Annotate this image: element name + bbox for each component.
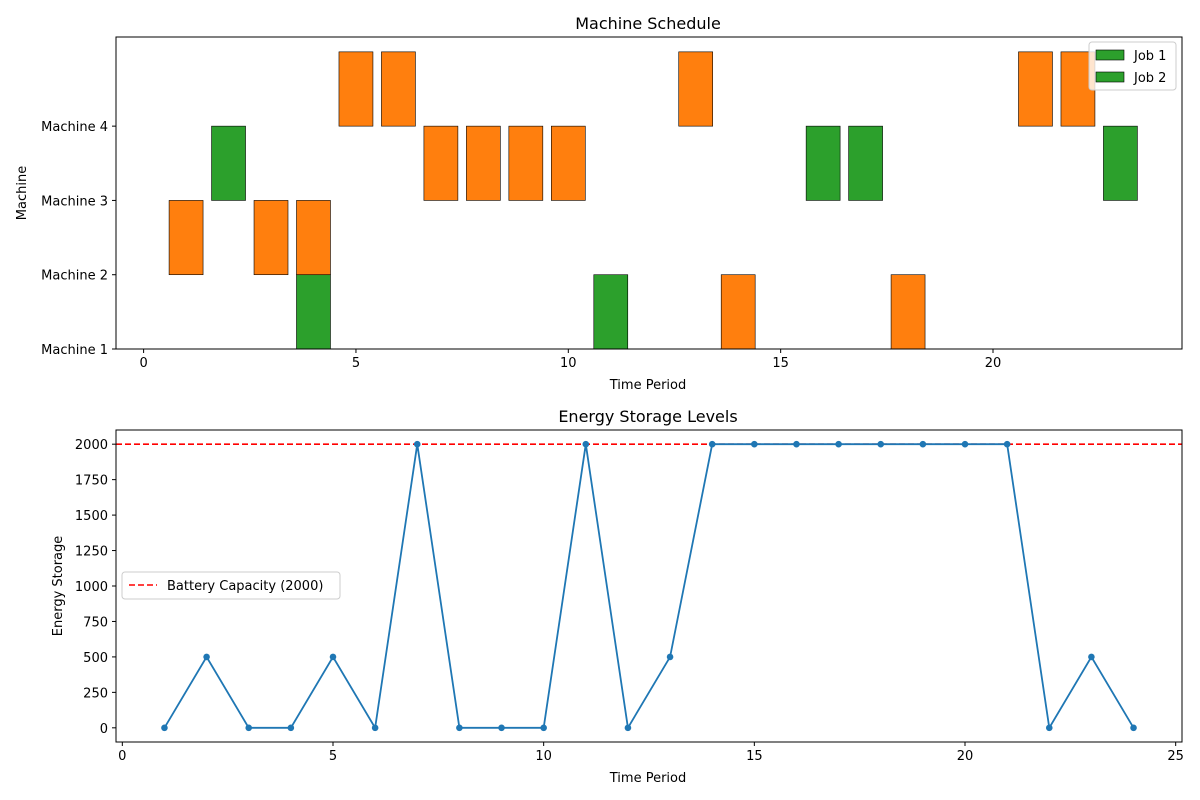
schedule-bar-6 <box>338 51 374 127</box>
schedule-bar-16 <box>848 125 883 201</box>
energy-point-24 <box>1130 724 1137 732</box>
energy-y-tick-label: 250 <box>83 686 108 701</box>
schedule-bar-13 <box>678 51 714 127</box>
schedule-bar-8 <box>423 125 459 201</box>
schedule-legend: Job 1 Job 2 <box>1088 41 1177 91</box>
energy-point-1 <box>161 724 168 732</box>
schedule-y-tick-label: Machine 1 <box>41 343 108 358</box>
legend-label-job-2: Job 2 <box>1133 71 1166 86</box>
energy-point-20 <box>961 440 969 448</box>
energy-point-21 <box>1003 440 1011 448</box>
legend-label-job-1: Job 1 <box>1133 49 1166 64</box>
energy-chart: Energy Storage Levels 0 5 10 15 20 25 0 250 500… <box>51 407 1184 786</box>
energy-point-7 <box>413 440 421 448</box>
schedule-title: Machine Schedule <box>575 14 721 33</box>
energy-x-tick-label: 5 <box>329 749 337 764</box>
schedule-bar-2 <box>211 125 246 201</box>
energy-series-line-1 <box>163 443 1135 731</box>
energy-y-tick-label: 750 <box>83 615 108 630</box>
energy-y-ticks: 0 250 500 750 1000 1250 1500 1750 2000 <box>75 438 116 737</box>
schedule-bar-15 <box>805 125 841 201</box>
energy-point-15 <box>751 440 758 448</box>
schedule-plot-frame <box>115 36 1183 350</box>
schedule-x-tick-label: 15 <box>772 356 789 371</box>
energy-point-8 <box>456 724 463 732</box>
energy-y-tick-label: 0 <box>100 722 108 737</box>
energy-legend-frame <box>121 571 341 600</box>
energy-y-tick-label: 1750 <box>75 474 108 489</box>
schedule-bar-18 <box>1018 51 1053 127</box>
schedule-chart: Machine Schedule 0 5 10 15 20 Machine 1Machi… <box>15 14 1183 393</box>
schedule-bar-20 <box>1103 125 1138 201</box>
schedule-bar-14 <box>720 274 756 350</box>
schedule-bar-3 <box>253 200 289 276</box>
energy-x-axis-label: Time Period <box>609 771 686 786</box>
energy-title: Energy Storage Levels <box>558 407 737 426</box>
energy-point-2 <box>203 653 210 661</box>
energy-point-10 <box>540 724 547 732</box>
schedule-x-tick-label: 10 <box>560 356 577 371</box>
energy-x-ticks: 0 5 10 15 20 25 <box>118 742 1184 764</box>
energy-point-5 <box>329 653 337 661</box>
schedule-x-tick-label: 0 <box>139 356 147 371</box>
schedule-bars <box>168 51 1138 350</box>
energy-point-14 <box>708 440 716 448</box>
energy-x-tick-label: 0 <box>118 749 126 764</box>
energy-point-12 <box>624 724 632 732</box>
schedule-x-ticks: 0 5 10 15 20 <box>139 349 1001 371</box>
energy-point-4 <box>287 724 295 732</box>
energy-x-tick-label: 10 <box>535 749 552 764</box>
energy-point-13 <box>666 653 674 661</box>
energy-line-layer <box>116 440 1182 732</box>
schedule-bar-9 <box>466 125 501 201</box>
schedule-bar-5 <box>296 200 331 276</box>
schedule-bar-17 <box>890 274 926 350</box>
energy-y-tick-label: 500 <box>83 651 108 666</box>
schedule-x-axis-label: Time Period <box>609 378 686 393</box>
energy-point-17 <box>835 440 842 448</box>
energy-y-axis-label: Energy Storage <box>51 536 66 637</box>
schedule-y-axis-label: Machine <box>15 166 30 220</box>
energy-x-tick-label: 20 <box>957 749 974 764</box>
energy-y-tick-label: 2000 <box>75 438 108 453</box>
energy-point-22 <box>1045 724 1053 732</box>
energy-point-9 <box>498 724 505 732</box>
energy-point-19 <box>919 440 927 448</box>
schedule-x-tick-label: 5 <box>352 356 360 371</box>
energy-point-18 <box>877 440 885 448</box>
energy-y-tick-label: 1500 <box>75 509 108 524</box>
schedule-y-tick-label: Machine 2 <box>41 269 108 284</box>
schedule-y-ticks: Machine 1 Machine 2 Machine 3 Machine 4 <box>41 120 116 358</box>
schedule-bar-7 <box>381 51 416 127</box>
energy-y-tick-label: 1250 <box>75 545 108 560</box>
energy-legend: Battery Capacity (2000) <box>121 571 341 600</box>
energy-point-16 <box>793 440 800 448</box>
energy-x-tick-label: 15 <box>746 749 763 764</box>
schedule-bar-10 <box>508 125 544 201</box>
schedule-bar-4 <box>296 274 331 350</box>
energy-point-23 <box>1088 653 1095 661</box>
schedule-y-tick-label: Machine 3 <box>41 194 108 209</box>
legend-swatch-job-1 <box>1095 49 1125 61</box>
energy-legend-label: Battery Capacity (2000) <box>167 579 323 594</box>
legend-swatch-job-2 <box>1095 71 1125 83</box>
schedule-bar-1 <box>168 200 204 276</box>
energy-x-tick-label: 25 <box>1167 749 1184 764</box>
schedule-y-tick-label: Machine 4 <box>41 120 108 135</box>
energy-y-tick-label: 1000 <box>75 580 108 595</box>
schedule-bar-12 <box>593 274 629 350</box>
energy-point-11 <box>582 440 590 448</box>
schedule-x-tick-label: 20 <box>985 356 1002 371</box>
energy-point-6 <box>371 724 379 732</box>
energy-point-3 <box>245 724 253 732</box>
schedule-bar-11 <box>551 125 586 201</box>
